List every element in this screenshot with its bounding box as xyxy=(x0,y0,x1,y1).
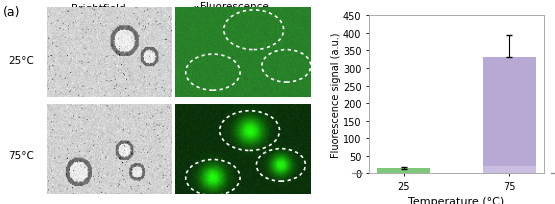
Bar xyxy=(483,58,536,173)
Bar xyxy=(377,168,430,173)
Bar xyxy=(483,166,536,173)
Text: Fluorescence
image: Fluorescence image xyxy=(200,2,269,23)
Text: (b): (b) xyxy=(191,6,209,19)
X-axis label: Temperature (°C): Temperature (°C) xyxy=(408,196,504,204)
Text: 25°C: 25°C xyxy=(8,56,34,66)
Y-axis label: Fluorescence signal (a.u.): Fluorescence signal (a.u.) xyxy=(331,32,341,157)
Text: Brightfield: Brightfield xyxy=(70,4,125,14)
Text: 75°C: 75°C xyxy=(8,150,34,160)
Text: (a): (a) xyxy=(3,6,21,19)
